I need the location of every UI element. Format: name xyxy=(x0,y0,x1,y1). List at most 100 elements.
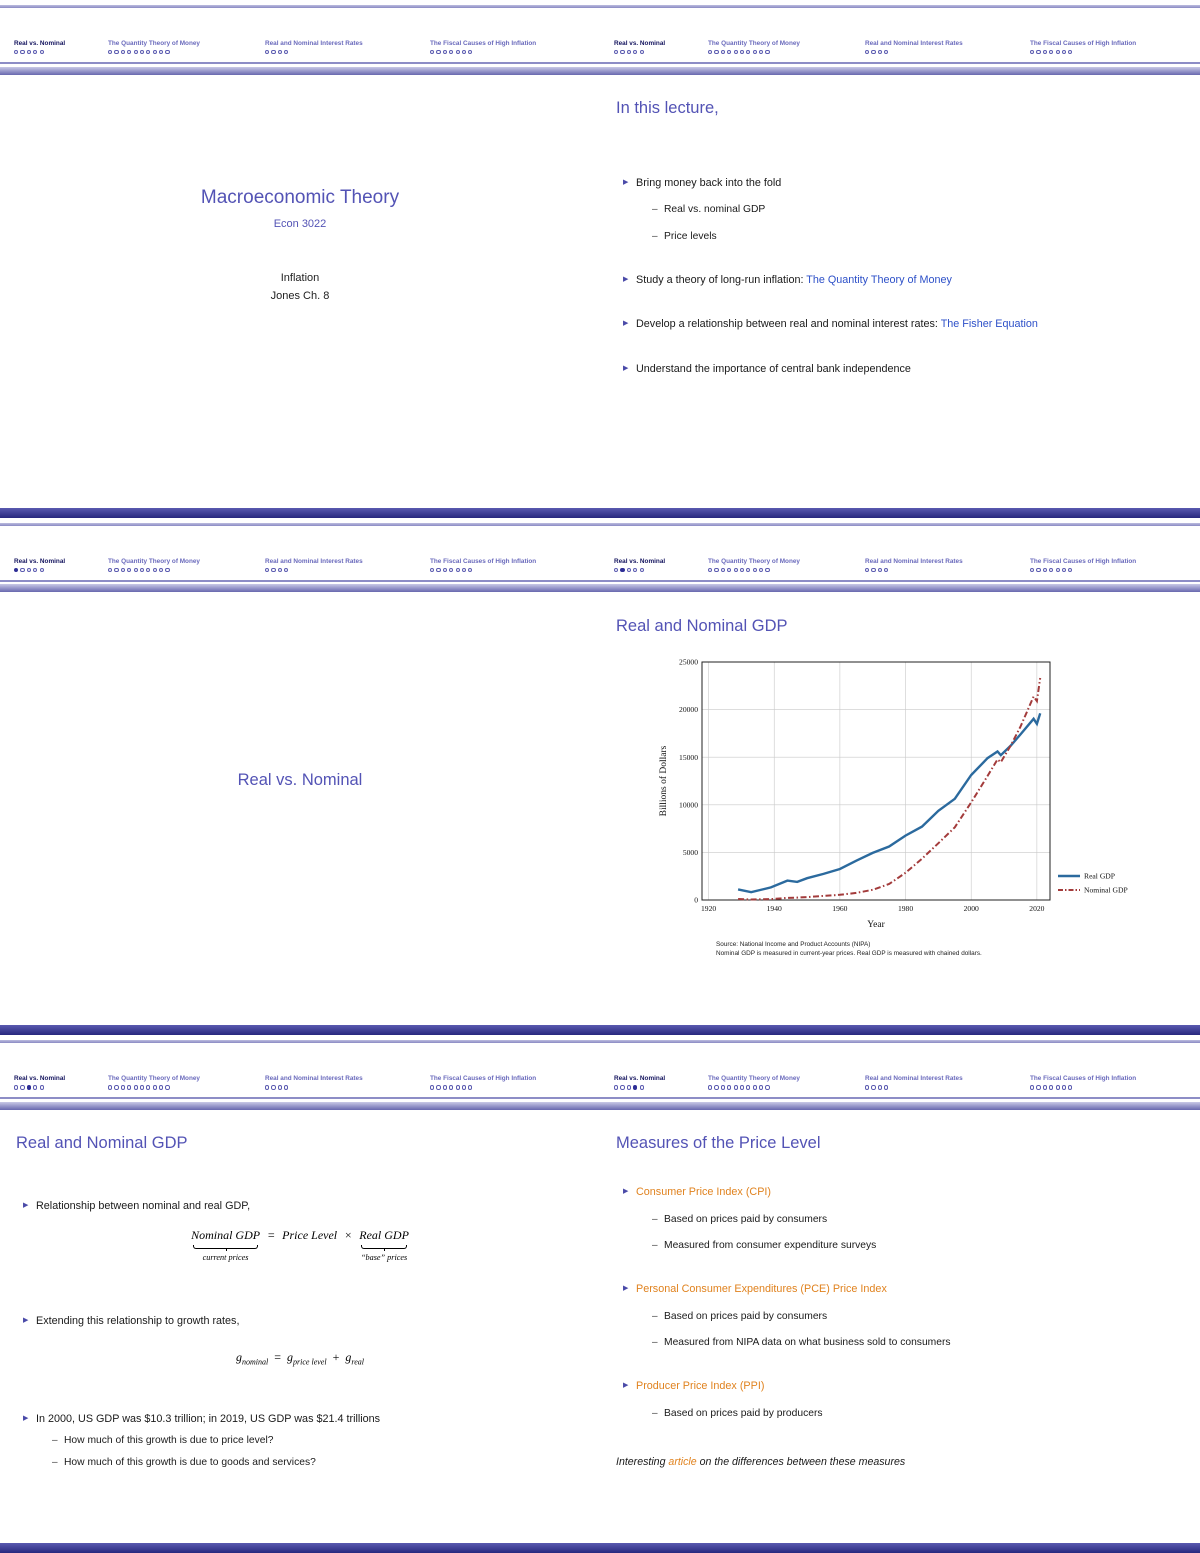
frame-dot[interactable] xyxy=(468,567,473,572)
frame-dot[interactable] xyxy=(461,567,467,572)
nav-section-label[interactable]: Real vs. Nominal xyxy=(614,557,666,565)
frame-dot[interactable] xyxy=(265,50,270,55)
frame-dot[interactable] xyxy=(127,1085,132,1090)
frame-dot[interactable] xyxy=(26,567,31,572)
frame-dot[interactable] xyxy=(26,50,31,55)
frame-dot[interactable] xyxy=(271,1085,276,1090)
frame-dot[interactable] xyxy=(739,567,745,572)
frame-dot[interactable] xyxy=(639,1085,644,1090)
frame-dot[interactable] xyxy=(165,567,170,572)
frame-dot[interactable] xyxy=(752,1085,757,1090)
frame-dot[interactable] xyxy=(20,50,25,55)
frame-dot[interactable] xyxy=(120,50,125,55)
frame-dot[interactable] xyxy=(746,50,751,55)
frame-dot[interactable] xyxy=(620,1085,625,1090)
frame-dot[interactable] xyxy=(159,50,164,55)
frame-dot[interactable] xyxy=(626,567,631,572)
frame-dot[interactable] xyxy=(871,50,876,55)
frame-dot[interactable] xyxy=(277,1085,282,1090)
frame-dot[interactable] xyxy=(14,567,19,572)
frame-dot[interactable] xyxy=(865,567,870,572)
frame-dot[interactable] xyxy=(884,567,889,572)
frame-dot[interactable] xyxy=(430,1085,435,1090)
frame-dot[interactable] xyxy=(708,567,713,572)
frame-dot[interactable] xyxy=(39,1085,44,1090)
frame-dot[interactable] xyxy=(14,50,19,55)
frame-dot[interactable] xyxy=(20,567,25,572)
nav-section[interactable]: Real vs. Nominal xyxy=(14,1075,108,1090)
frame-dot[interactable] xyxy=(865,1085,870,1090)
frame-dot[interactable] xyxy=(733,567,738,572)
frame-dot[interactable] xyxy=(33,50,38,55)
frame-dot[interactable] xyxy=(639,567,644,572)
frame-dot[interactable] xyxy=(877,1085,882,1090)
frame-dot[interactable] xyxy=(626,50,631,55)
frame-dot[interactable] xyxy=(449,1085,454,1090)
nav-section[interactable]: The Quantity Theory of Money xyxy=(708,40,865,55)
frame-dot[interactable] xyxy=(752,50,757,55)
frame-dot[interactable] xyxy=(277,567,282,572)
frame-dot[interactable] xyxy=(461,1085,467,1090)
nav-section-label[interactable]: The Fiscal Causes of High Inflation xyxy=(1030,40,1137,47)
nav-section[interactable]: Real vs. Nominal xyxy=(614,558,708,572)
frame-dot[interactable] xyxy=(152,567,157,572)
frame-dot[interactable] xyxy=(159,567,164,572)
frame-dot[interactable] xyxy=(752,567,757,572)
nav-section-label[interactable]: The Quantity Theory of Money xyxy=(708,1075,800,1083)
frame-dot[interactable] xyxy=(871,567,876,572)
frame-dot[interactable] xyxy=(114,567,119,572)
nav-section[interactable]: The Fiscal Causes of High Inflation xyxy=(1030,1075,1200,1090)
frame-dot[interactable] xyxy=(120,1085,125,1090)
frame-dot[interactable] xyxy=(133,50,138,55)
frame-dot[interactable] xyxy=(436,1085,441,1090)
frame-dot[interactable] xyxy=(1042,567,1047,572)
nav-section[interactable]: Real and Nominal Interest Rates xyxy=(265,1075,430,1090)
nav-section-label[interactable]: The Fiscal Causes of High Inflation xyxy=(1030,1075,1137,1083)
frame-dot[interactable] xyxy=(1030,567,1035,572)
frame-dot[interactable] xyxy=(739,1085,745,1090)
frame-dot[interactable] xyxy=(727,567,732,572)
nav-section-label[interactable]: Real and Nominal Interest Rates xyxy=(865,557,963,565)
frame-dot[interactable] xyxy=(39,567,44,572)
nav-section-label[interactable]: Real vs. Nominal xyxy=(614,1075,666,1083)
frame-dot[interactable] xyxy=(1049,50,1054,55)
nav-section-label[interactable]: Real vs. Nominal xyxy=(614,40,666,47)
frame-dot[interactable] xyxy=(127,567,132,572)
frame-dot[interactable] xyxy=(765,1085,770,1090)
frame-dot[interactable] xyxy=(120,567,125,572)
frame-dot[interactable] xyxy=(165,1085,170,1090)
nav-section-label[interactable]: Real and Nominal Interest Rates xyxy=(865,1075,963,1083)
nav-section[interactable]: Real vs. Nominal xyxy=(614,1075,708,1090)
nav-section[interactable]: Real vs. Nominal xyxy=(614,40,708,55)
frame-dot[interactable] xyxy=(633,50,638,55)
frame-dot[interactable] xyxy=(146,567,151,572)
nav-section[interactable]: The Quantity Theory of Money xyxy=(108,40,265,55)
frame-dot[interactable] xyxy=(626,1085,631,1090)
frame-dot[interactable] xyxy=(714,50,719,55)
frame-dot[interactable] xyxy=(284,1085,289,1090)
frame-dot[interactable] xyxy=(1061,50,1067,55)
nav-section-label[interactable]: Real vs. Nominal xyxy=(14,40,66,47)
nav-section[interactable]: Real and Nominal Interest Rates xyxy=(865,1075,1030,1090)
frame-dot[interactable] xyxy=(455,567,460,572)
frame-dot[interactable] xyxy=(114,50,119,55)
frame-dot[interactable] xyxy=(614,567,619,572)
frame-dot[interactable] xyxy=(1036,567,1041,572)
frame-dot[interactable] xyxy=(139,567,145,572)
inline-link[interactable]: The Fisher Equation xyxy=(940,318,1038,331)
frame-dot[interactable] xyxy=(449,567,454,572)
frame-dot[interactable] xyxy=(133,1085,138,1090)
nav-section-label[interactable]: Real and Nominal Interest Rates xyxy=(865,40,963,47)
frame-dot[interactable] xyxy=(1055,50,1060,55)
nav-section[interactable]: The Quantity Theory of Money xyxy=(108,558,265,572)
nav-section-label[interactable]: Real vs. Nominal xyxy=(14,557,66,565)
nav-section-label[interactable]: Real and Nominal Interest Rates xyxy=(265,40,363,47)
nav-section[interactable]: The Fiscal Causes of High Inflation xyxy=(430,1075,600,1090)
nav-section[interactable]: The Fiscal Causes of High Inflation xyxy=(430,558,600,572)
frame-dot[interactable] xyxy=(468,50,473,55)
nav-section-label[interactable]: The Fiscal Causes of High Inflation xyxy=(1030,557,1137,565)
frame-dot[interactable] xyxy=(865,50,870,55)
frame-dot[interactable] xyxy=(639,50,644,55)
nav-section[interactable]: The Quantity Theory of Money xyxy=(708,1075,865,1090)
frame-dot[interactable] xyxy=(442,567,447,572)
